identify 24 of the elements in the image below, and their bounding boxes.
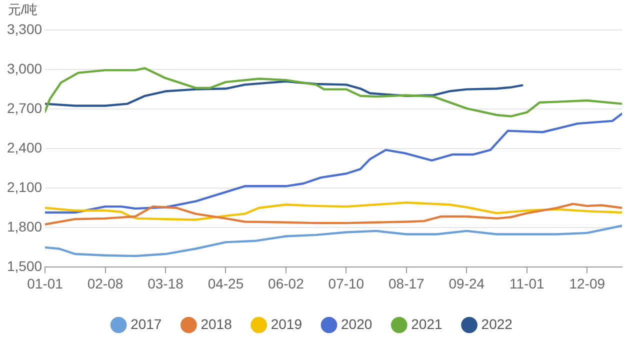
x-tick-label: 09-24 [448, 275, 485, 292]
x-tick-label: 07-10 [328, 275, 364, 292]
legend-label: 2020 [341, 316, 372, 332]
y-tick-label: 2,400 [6, 139, 42, 156]
y-tick-label: 3,000 [6, 60, 42, 76]
x-tick-label: 08-17 [388, 275, 425, 292]
legend-label: 2019 [270, 316, 302, 332]
y-tick-label: 1,800 [6, 218, 42, 235]
y-tick-label: 2,700 [6, 100, 42, 116]
y-tick-label: 1,500 [6, 258, 42, 274]
y-tick-label: 3,300 [6, 20, 42, 37]
x-tick-label: 01-01 [27, 275, 64, 292]
x-tick-label: 03-18 [148, 275, 184, 292]
x-tick-label: 12-09 [569, 275, 606, 292]
legend-label: 2022 [481, 316, 513, 332]
x-tick-label: 04-25 [208, 275, 244, 292]
legend-label: 2021 [411, 316, 443, 332]
x-tick-label: 06-02 [268, 275, 304, 292]
y-axis-title: 元/吨 [8, 2, 38, 18]
legend-label: 2017 [130, 316, 162, 332]
legend-label: 2018 [200, 316, 232, 332]
x-tick-label: 11-01 [510, 275, 544, 292]
y-tick-label: 2,100 [6, 178, 42, 195]
x-tick-label: 02-08 [87, 275, 124, 292]
